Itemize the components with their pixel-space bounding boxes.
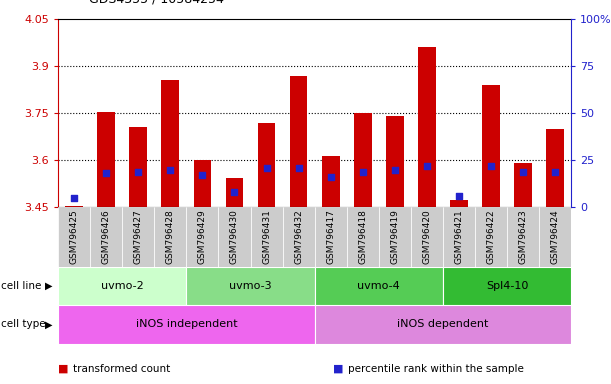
Bar (161, 80, 179, 207)
Text: GSM796426: GSM796426 (101, 209, 111, 264)
Text: GSM796427: GSM796427 (134, 209, 143, 264)
Bar (507, 207, 540, 267)
Point (390, 167, 400, 173)
Bar (386, 116, 404, 207)
Text: GSM796428: GSM796428 (166, 209, 175, 264)
Bar (443, 267, 571, 305)
Bar (97, 112, 115, 207)
Text: GSM796423: GSM796423 (519, 209, 528, 264)
Text: transformed count: transformed count (73, 364, 170, 374)
Point (486, 163, 496, 169)
Point (326, 174, 335, 180)
Text: GSM796431: GSM796431 (262, 209, 271, 264)
Bar (322, 156, 340, 207)
Text: uvmo-4: uvmo-4 (357, 281, 400, 291)
Bar (443, 207, 475, 267)
Bar (219, 207, 251, 267)
Text: percentile rank within the sample: percentile rank within the sample (348, 364, 524, 374)
Text: GSM796424: GSM796424 (551, 209, 560, 264)
Text: GSM796422: GSM796422 (486, 209, 496, 264)
Bar (418, 48, 436, 207)
Bar (90, 207, 122, 267)
Bar (130, 127, 147, 207)
Bar (411, 207, 443, 267)
Text: cell type: cell type (1, 319, 45, 329)
Bar (58, 305, 315, 344)
Text: iNOS independent: iNOS independent (136, 319, 237, 329)
Bar (315, 207, 347, 267)
Bar (290, 76, 307, 207)
Point (69, 195, 79, 201)
Text: GDS4355 / 10584254: GDS4355 / 10584254 (89, 0, 224, 6)
Bar (225, 177, 243, 207)
Text: ▶: ▶ (45, 281, 53, 291)
Text: GSM796420: GSM796420 (422, 209, 431, 264)
Point (551, 169, 560, 175)
Bar (546, 129, 564, 207)
Bar (186, 207, 219, 267)
Bar (315, 305, 571, 344)
Point (230, 189, 240, 195)
Bar (315, 267, 443, 305)
Point (197, 172, 207, 179)
Bar (540, 207, 571, 267)
Bar (514, 164, 532, 207)
Bar (283, 207, 315, 267)
Bar (194, 161, 211, 207)
Bar (58, 267, 186, 305)
Text: ■: ■ (333, 364, 343, 374)
Bar (379, 207, 411, 267)
Point (133, 169, 143, 175)
Text: uvmo-2: uvmo-2 (101, 281, 144, 291)
Bar (347, 207, 379, 267)
Text: GSM796419: GSM796419 (390, 209, 400, 264)
Bar (186, 267, 315, 305)
Text: GSM796429: GSM796429 (198, 209, 207, 264)
Point (422, 163, 432, 169)
Point (101, 170, 111, 177)
Point (518, 169, 528, 175)
Bar (354, 113, 371, 207)
Text: ■: ■ (58, 364, 68, 374)
Text: cell line: cell line (1, 281, 41, 291)
Bar (450, 200, 468, 207)
Text: uvmo-3: uvmo-3 (229, 281, 272, 291)
Point (166, 167, 175, 173)
Text: GSM796425: GSM796425 (70, 209, 79, 264)
Text: GSM796421: GSM796421 (455, 209, 464, 264)
Bar (258, 123, 276, 207)
Text: GSM796417: GSM796417 (326, 209, 335, 264)
Bar (58, 207, 90, 267)
Text: GSM796430: GSM796430 (230, 209, 239, 264)
Bar (65, 206, 83, 207)
Point (294, 165, 304, 171)
Text: ▶: ▶ (45, 319, 53, 329)
Bar (482, 85, 500, 207)
Bar (475, 207, 507, 267)
Text: iNOS dependent: iNOS dependent (397, 319, 489, 329)
Text: GSM796418: GSM796418 (358, 209, 367, 264)
Bar (251, 207, 283, 267)
Bar (155, 207, 186, 267)
Text: GSM796432: GSM796432 (294, 209, 303, 264)
Point (454, 193, 464, 199)
Text: Spl4-10: Spl4-10 (486, 281, 529, 291)
Bar (122, 207, 155, 267)
Point (262, 165, 271, 171)
Point (358, 169, 368, 175)
